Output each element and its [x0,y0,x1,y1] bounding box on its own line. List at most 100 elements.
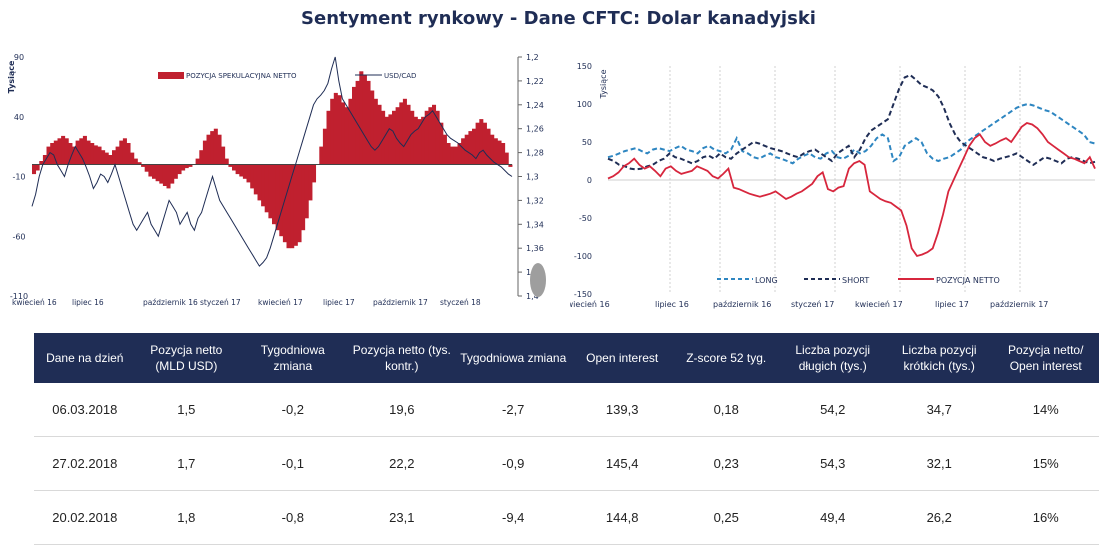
cell-date: 06.03.2018 [34,383,136,437]
net-position-bar [152,164,157,179]
net-position-bar [261,164,266,207]
net-position-bar [35,164,40,171]
x-tick-label: styczeń 17 [200,298,241,307]
net-position-bar [428,107,433,165]
x-tick-label: styczeń 17 [791,300,834,309]
legend-label-net-position: POZYCJA SPEKULACYJNA NETTO [186,72,297,80]
net-position-bar [166,164,171,189]
cell-net-to-open-interest: 16% [992,490,1099,545]
net-position-bar [173,164,178,179]
y-axis-title: Tysiące [599,69,608,99]
net-position-bar [275,164,280,231]
net-position-bar [217,134,222,165]
table-header-row: Dane na dzień Pozycja netto (MLD USD) Ty… [34,333,1099,383]
net-position-bar [195,158,200,165]
y-tick-label: -10 [12,173,25,182]
x-tick-label: październik 17 [990,300,1048,309]
net-position-bar [232,164,237,171]
cell-weekly-change: -0,2 [237,383,349,437]
net-position-bar [268,164,273,219]
net-position-bar [337,95,342,165]
net-position-bar [159,164,164,184]
y-tick-label: -100 [574,252,592,261]
y-tick-label: -50 [579,214,592,223]
net-position-bar [137,162,142,165]
net-position-bar [508,164,513,167]
net-position-bar [239,164,244,177]
net-position-bar [101,150,106,165]
table-row: 27.02.2018 1,7 -0,1 22,2 -0,9 145,4 0,23… [34,436,1099,491]
x-tick-label: styczeń 18 [440,298,481,307]
net-position-bar [504,152,509,165]
net-position-bar [301,164,306,231]
x-tick-label: październik 17 [373,298,428,307]
net-position-bar [333,92,338,165]
cell-weekly-change: -0,1 [237,436,349,491]
y-tick-label: 150 [577,62,592,71]
legend-label-usdcad: USD/CAD [384,72,416,80]
x-tick-label: kwiecień 17 [855,300,903,309]
scroll-marker [530,263,546,297]
net-position-bar [377,104,382,165]
net-position-bar [493,138,498,165]
header-net-position-usd: Pozycja netto (MLD USD) [150,343,223,373]
short-line [607,73,1096,171]
net-position-bar [177,164,182,175]
net-position-bar [406,104,411,165]
net-position-bar [402,98,407,165]
net-position-bar [457,143,462,165]
net-position-bar [352,86,357,165]
header-net-to-open-interest: Pozycja netto/ Open interest [1008,343,1084,373]
net-position-bar [90,143,95,165]
cell-net-position-usd: 1,8 [135,490,238,545]
net-position-bar [410,110,415,165]
y2-tick-label: 1,34 [526,220,544,229]
net-position-bar [64,138,69,165]
net-position-bar [381,110,386,165]
net-position-bar [126,143,131,165]
net-position-bar [253,164,258,195]
header-z-score: Z-score 52 tyg. [686,351,767,365]
net-position-bar [242,164,247,179]
usdcad-line [31,56,513,267]
net-position-bar [130,152,135,165]
y-tick-label: 100 [577,100,592,109]
long-line [607,102,1096,165]
x-tick-label: lipiec 17 [935,300,969,309]
net-position-bar [206,134,211,165]
net-position-bar [79,138,84,165]
net-position-bar [395,107,400,165]
header-net-position-contracts: Pozycja netto (tys. kontr.) [352,343,451,373]
header-weekly-change-contracts: Tygodniowa zmiana [460,351,567,365]
y-tick-label: 0 [587,176,592,185]
net-position-bar [421,116,426,165]
cell-z-score: 0,18 [672,383,780,437]
header-date: Dane na dzień [46,351,124,365]
net-position-bar [235,164,240,175]
net-position-bar [366,80,371,165]
net-position-bar [39,161,44,165]
net-position-bar [384,116,389,165]
net-position-bar [181,164,186,171]
net-position-bar [42,155,47,165]
net-position-bar [399,102,404,165]
net-position-bar [344,107,349,165]
net-position-bar [184,164,189,169]
cell-net-position-contracts: 23,1 [348,490,456,545]
cell-net-to-open-interest: 14% [992,383,1099,437]
net-position-bar [392,110,397,165]
net-position-bar [282,164,287,243]
header-open-interest: Open interest [586,351,659,365]
y-tick-label: 50 [582,138,592,147]
net-position-bar [82,135,87,165]
y-tick-label: -150 [574,290,592,299]
net-position-bar [482,122,487,165]
net-position-bar [362,74,367,165]
net-position-bar [250,164,255,189]
net-position-bar [115,146,120,165]
net-position-bar [97,146,102,165]
net-position-bar [148,164,153,177]
y2-tick-label: 1,4 [526,292,539,301]
cell-weekly-change-contracts: -2,7 [455,383,572,437]
net-position-bar [61,135,66,165]
